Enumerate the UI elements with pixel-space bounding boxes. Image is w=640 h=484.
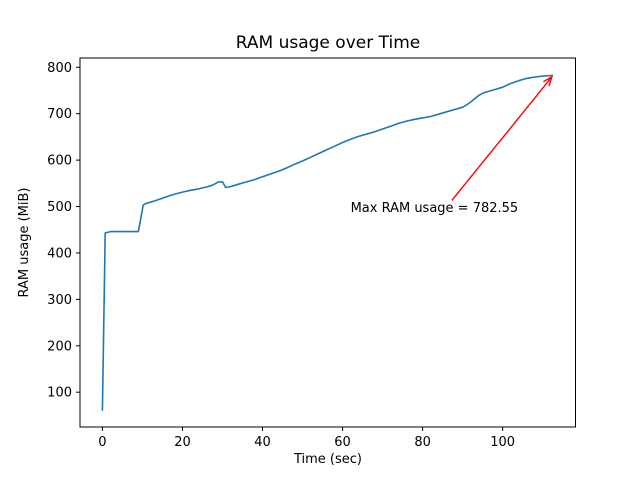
x-tick-label: 100 bbox=[490, 435, 515, 450]
ram-usage-line bbox=[101, 74, 554, 411]
x-tick-label: 0 bbox=[98, 435, 106, 450]
y-tick-label: 600 bbox=[47, 154, 72, 169]
x-tick-label: 20 bbox=[174, 435, 191, 450]
x-tick-label: 60 bbox=[334, 435, 351, 450]
max-annotation-text: Max RAM usage = 782.55 bbox=[351, 201, 519, 216]
annotation-arrowhead bbox=[543, 75, 553, 87]
y-axis-label: RAM usage (MiB) bbox=[17, 188, 32, 298]
axis-ticks: 0 20 40 60 80 100 100 200 300 400 500 600 700 800 bbox=[47, 61, 515, 450]
annotation-arrow bbox=[451, 76, 553, 201]
chart-title: RAM usage over Time bbox=[236, 33, 420, 53]
y-tick-label: 500 bbox=[47, 200, 72, 215]
y-tick-label: 800 bbox=[47, 61, 72, 76]
y-tick-label: 300 bbox=[47, 293, 72, 308]
x-tick-label: 40 bbox=[254, 435, 271, 450]
y-tick-label: 200 bbox=[47, 339, 72, 354]
y-tick-label: 100 bbox=[47, 386, 72, 401]
max-annotation: Max RAM usage = 782.55 bbox=[351, 75, 553, 216]
plot-area bbox=[79, 57, 576, 428]
y-tick-label: 700 bbox=[47, 107, 72, 122]
x-tick-label: 80 bbox=[414, 435, 431, 450]
x-axis-label: Time (sec) bbox=[293, 452, 362, 467]
y-tick-label: 400 bbox=[47, 246, 72, 261]
